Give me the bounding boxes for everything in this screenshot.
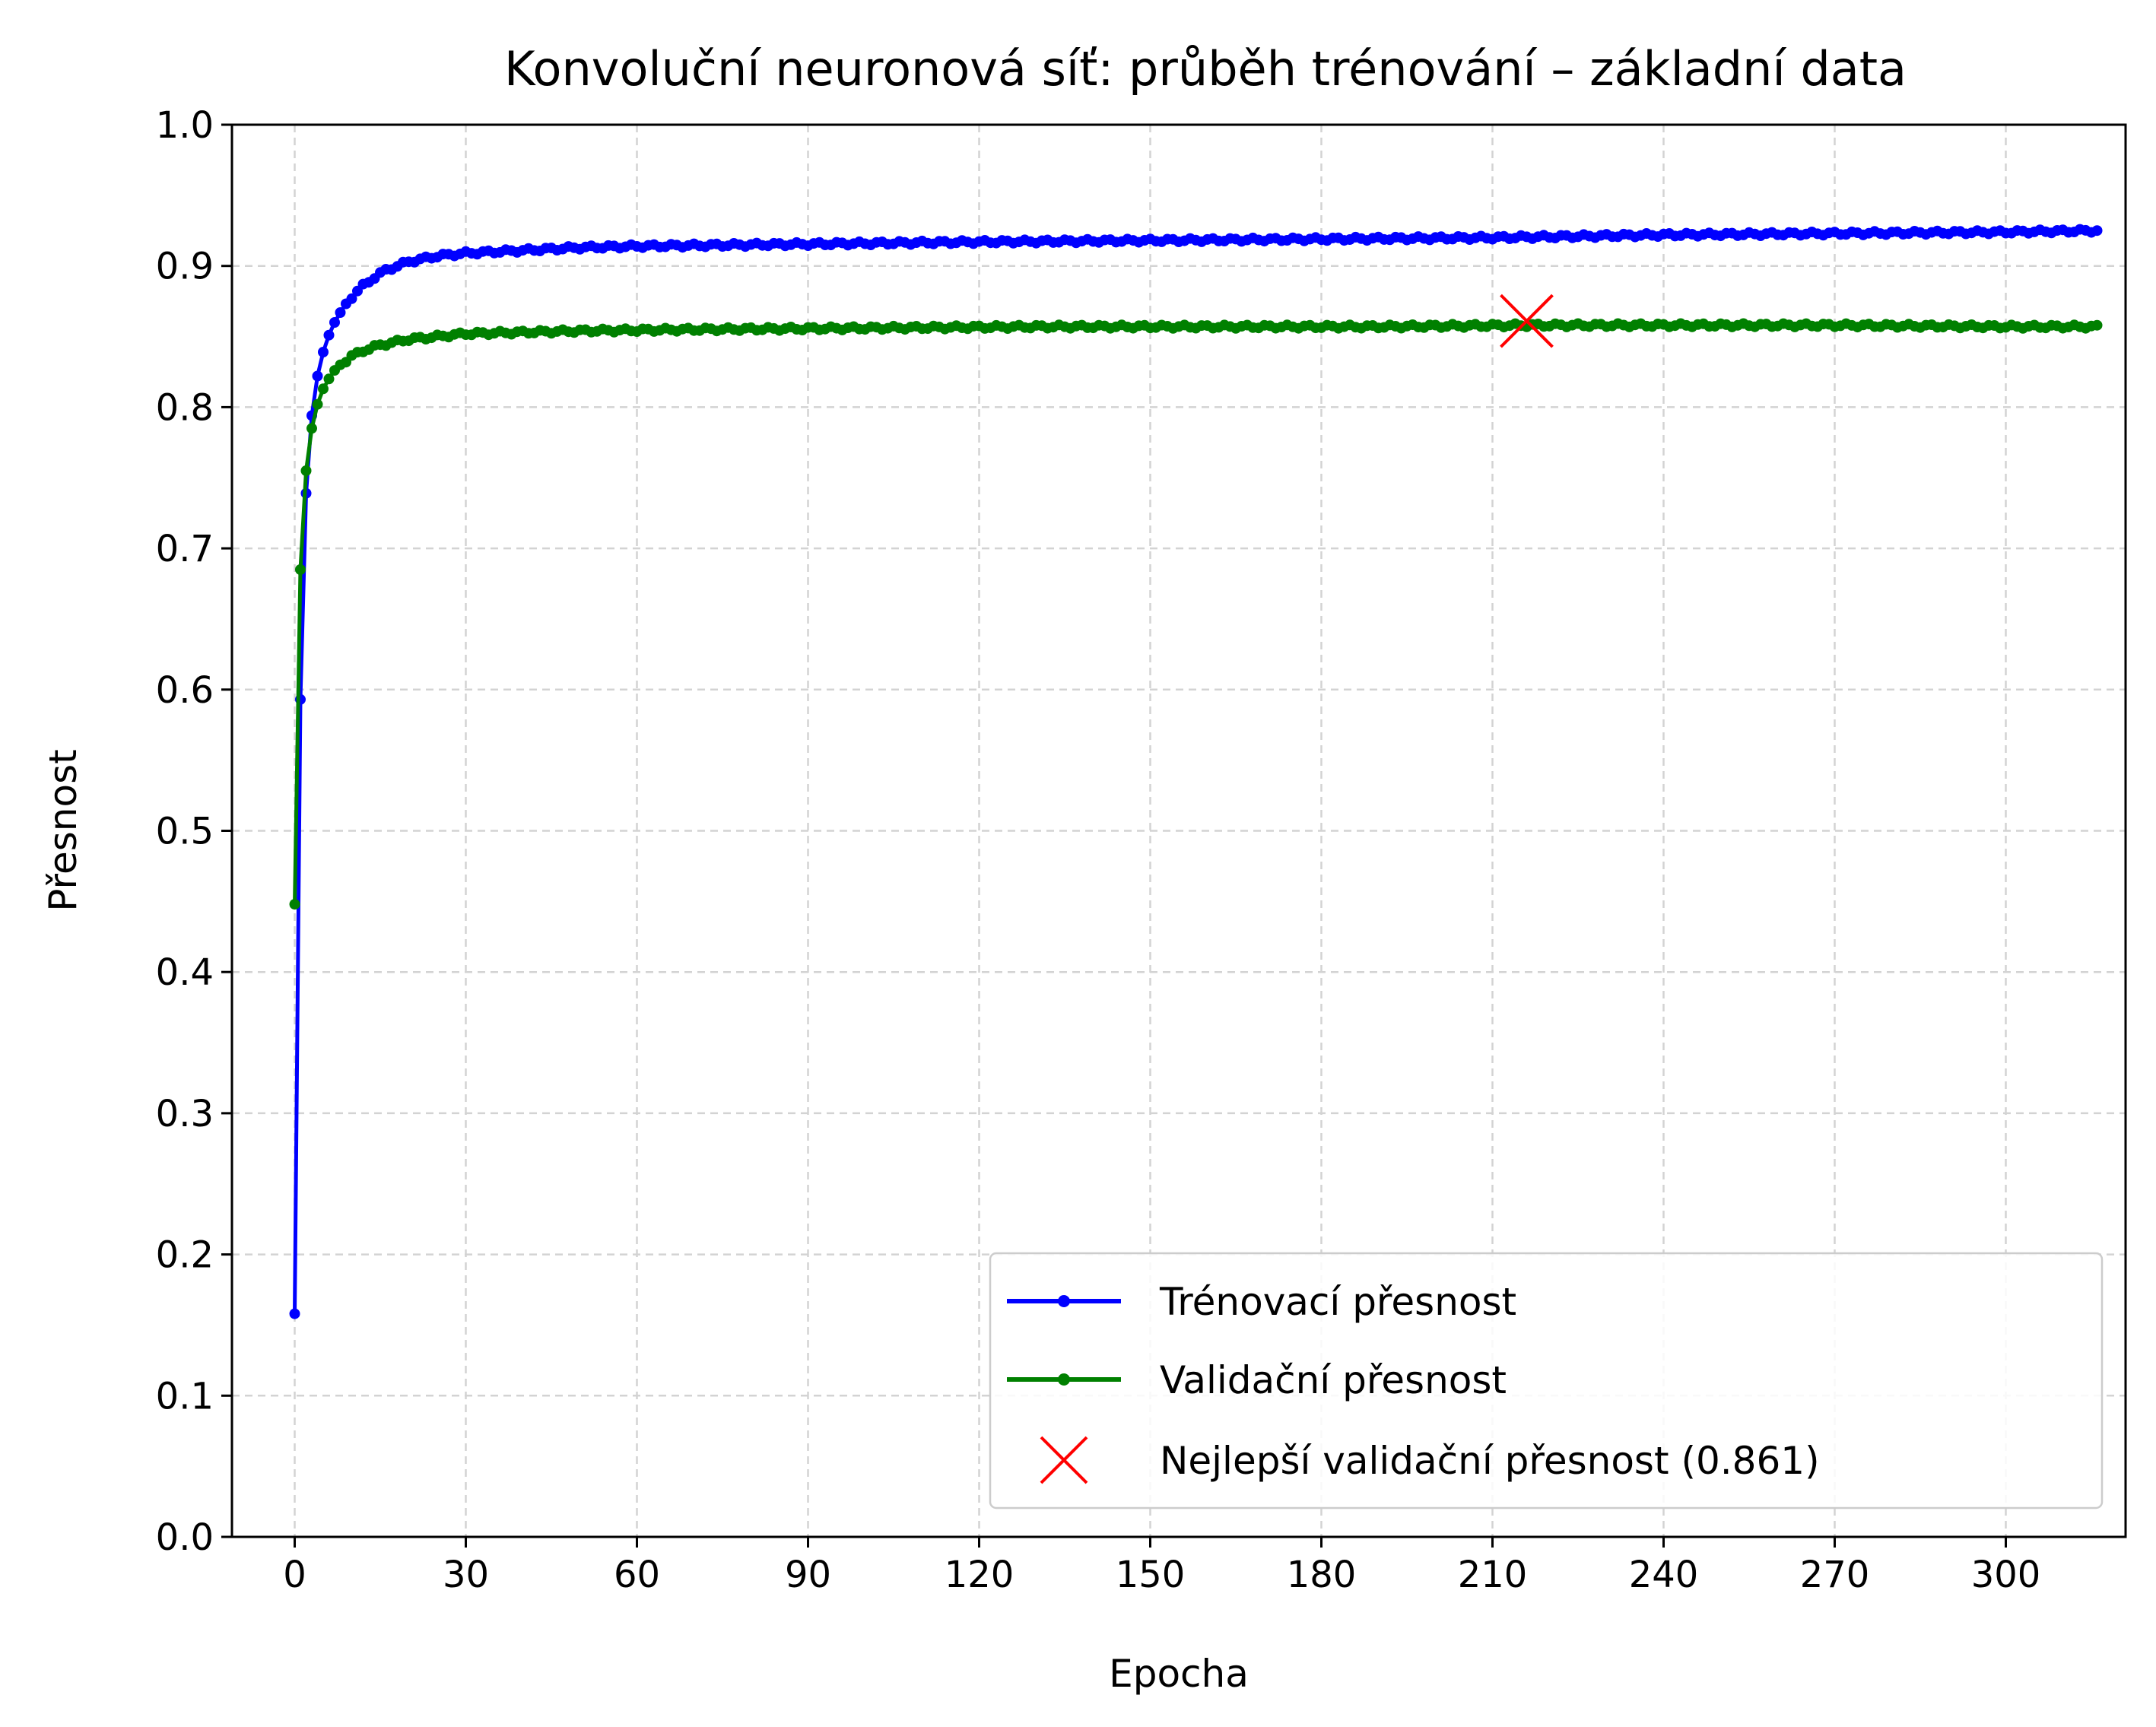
y-tick-label: 0.7	[156, 528, 214, 570]
y-tick-label: 0.0	[156, 1516, 214, 1559]
data-point	[323, 329, 335, 341]
data-point	[329, 317, 340, 328]
x-tick-label: 60	[614, 1554, 660, 1596]
x-tick-label: 270	[1800, 1554, 1870, 1596]
x-tick-label: 0	[283, 1554, 306, 1596]
legend-item-validation: Validační přesnost	[1007, 1358, 1507, 1402]
legend-item-training: Trénovací přesnost	[1007, 1280, 1516, 1324]
y-tick-label: 0.4	[156, 951, 214, 994]
x-axis: 0 30 60 90 120 150 180 210 240 270 300	[283, 1537, 2040, 1596]
legend-box	[989, 1252, 2104, 1510]
x-tick-label: 210	[1458, 1554, 1528, 1596]
data-point	[300, 465, 312, 476]
legend-item-best: Nejlepší validační přesnost (0.861)	[1040, 1436, 1820, 1484]
series-training	[289, 224, 2103, 1319]
data-point	[306, 423, 317, 434]
legend-label: Validační přesnost	[1160, 1358, 1507, 1402]
data-point	[318, 383, 329, 395]
data-point	[2091, 319, 2103, 331]
data-point	[295, 564, 306, 575]
x-tick-label: 30	[443, 1554, 489, 1596]
legend: Trénovací přesnost Validační přesnost Nejl…	[989, 1252, 2104, 1510]
data-point	[312, 398, 323, 410]
y-tick-label: 1.0	[156, 104, 214, 147]
best-marker-layer	[1500, 294, 1554, 348]
data-point	[323, 373, 335, 385]
data-point	[318, 347, 329, 357]
x-tick-label: 150	[1116, 1554, 1186, 1596]
x-tick-label: 300	[1971, 1554, 2041, 1596]
y-tick-label: 0.2	[156, 1234, 214, 1277]
series-validation	[289, 318, 2103, 910]
data-point	[289, 899, 300, 910]
y-axis-title: Přesnost	[41, 749, 85, 911]
series-layer	[289, 224, 2103, 1319]
legend-label: Trénovací přesnost	[1159, 1280, 1516, 1324]
y-tick-label: 0.3	[156, 1093, 214, 1135]
best-validation-marker	[1500, 294, 1554, 348]
data-point	[346, 293, 357, 304]
x-tick-label: 240	[1629, 1554, 1699, 1596]
data-point	[289, 1308, 300, 1319]
y-tick-label: 0.1	[156, 1375, 214, 1417]
data-point	[335, 307, 346, 318]
y-tick-label: 0.8	[156, 386, 214, 429]
x-tick-label: 120	[945, 1554, 1014, 1596]
y-tick-label: 0.5	[156, 811, 214, 853]
chart-title: Konvoluční neuronová síť: průběh trénová…	[504, 41, 1907, 97]
y-axis: 0.0 0.1 0.2 0.3 0.4 0.5 0.6 0.7 0.8 0.9 1.0	[156, 104, 232, 1559]
legend-label: Nejlepší validační přesnost (0.861)	[1160, 1439, 1820, 1483]
legend-swatch	[1040, 1436, 1088, 1484]
x-tick-label: 90	[785, 1554, 831, 1596]
data-point	[312, 370, 323, 382]
x-tick-label: 180	[1287, 1554, 1357, 1596]
data-point	[2091, 225, 2103, 237]
y-tick-label: 0.6	[156, 669, 214, 712]
legend-swatch-marker	[1058, 1295, 1070, 1307]
y-tick-label: 0.9	[156, 246, 214, 288]
x-axis-title: Epocha	[1109, 1652, 1249, 1696]
legend-swatch-marker	[1058, 1373, 1070, 1386]
